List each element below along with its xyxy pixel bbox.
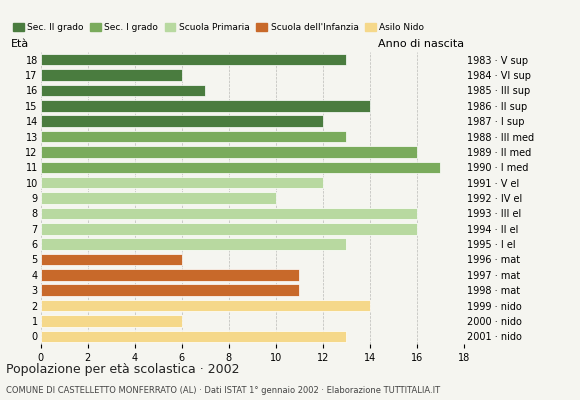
Bar [41,115,323,127]
Bar [41,100,370,112]
Bar [41,192,276,204]
Bar [41,54,346,66]
Bar [41,300,370,311]
Bar [41,223,417,234]
Text: Popolazione per età scolastica · 2002: Popolazione per età scolastica · 2002 [6,363,240,376]
Bar [41,85,205,96]
Bar [41,131,346,142]
Bar [41,254,182,265]
Text: COMUNE DI CASTELLETTO MONFERRATO (AL) · Dati ISTAT 1° gennaio 2002 · Elaborazion: COMUNE DI CASTELLETTO MONFERRATO (AL) · … [6,386,440,395]
Bar [41,238,346,250]
Legend: Sec. II grado, Sec. I grado, Scuola Primaria, Scuola dell'Infanzia, Asilo Nido: Sec. II grado, Sec. I grado, Scuola Prim… [9,20,428,36]
Bar [41,162,440,173]
Bar [41,208,417,219]
Bar [41,177,323,188]
Bar [41,330,346,342]
Bar [41,146,417,158]
Bar [41,284,299,296]
Bar [41,69,182,81]
Text: Età: Età [11,39,29,49]
Text: Anno di nascita: Anno di nascita [378,39,464,49]
Bar [41,315,182,327]
Bar [41,269,299,281]
